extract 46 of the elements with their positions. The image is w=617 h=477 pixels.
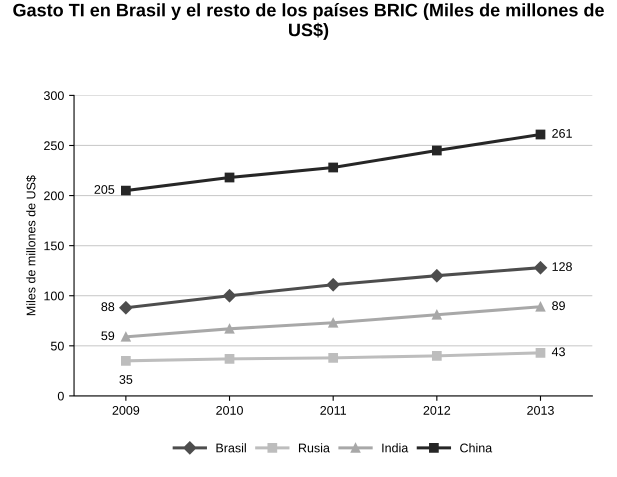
data-label: 43 — [552, 347, 565, 356]
data-label: 88 — [101, 302, 114, 312]
point — [224, 324, 234, 334]
y-tick-label: 100 — [44, 292, 64, 300]
x-tick-label: 2011 — [320, 406, 346, 415]
data-label: 89 — [552, 301, 565, 310]
y-tick-label: 150 — [44, 241, 64, 250]
point — [121, 186, 131, 196]
point — [432, 146, 442, 156]
y-tick-label: 50 — [50, 342, 64, 350]
point — [326, 278, 340, 292]
point — [430, 269, 444, 282]
legend-label: China — [460, 443, 492, 452]
point — [222, 289, 236, 302]
y-tick-label: 200 — [44, 191, 64, 200]
point — [536, 348, 546, 358]
point — [224, 354, 234, 364]
point — [328, 318, 338, 328]
point — [121, 356, 131, 366]
y-tick-label: 250 — [44, 141, 64, 150]
data-label: 261 — [552, 128, 572, 138]
x-tick-label: 2009 — [112, 406, 140, 415]
point — [224, 172, 234, 182]
point — [119, 301, 132, 314]
point — [328, 352, 338, 363]
chart-title: Gasto TI en Brasil y el resto de los países BRIC (Miles de millones de US$) — [13, 3, 604, 40]
point — [328, 162, 338, 172]
legend-label: India — [382, 443, 408, 452]
y-tick-label: 0 — [58, 392, 64, 401]
point — [536, 130, 546, 140]
data-label: 35 — [119, 375, 132, 384]
x-tick-label: 2010 — [216, 406, 243, 415]
point — [432, 350, 442, 361]
data-label: 128 — [552, 262, 572, 272]
x-tick-label: 2013 — [527, 406, 554, 415]
y-tick-label: 300 — [44, 91, 64, 100]
point — [432, 310, 442, 320]
legend-label: Brasil — [216, 443, 246, 452]
data-label: 205 — [94, 185, 114, 194]
point — [534, 261, 548, 274]
y-axis-title: Miles de millones de US$ — [26, 175, 36, 316]
x-tick-label: 2012 — [424, 406, 450, 415]
point — [536, 302, 546, 312]
data-label: 59 — [101, 331, 114, 340]
point — [121, 332, 131, 342]
legend-label: Rusia — [298, 443, 330, 452]
